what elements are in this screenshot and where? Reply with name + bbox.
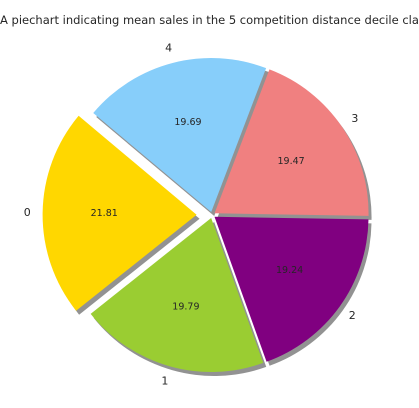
slice-label-1: 1 [161, 374, 168, 387]
slice-value-3: 19.47 [277, 156, 304, 167]
chart-title: A piechart indicating mean sales in the … [0, 13, 419, 27]
pie-slices [42, 58, 369, 372]
pie-slice-0 [42, 115, 197, 311]
slice-value-1: 19.79 [172, 301, 199, 312]
slice-label-3: 3 [351, 112, 358, 125]
slice-label-2: 2 [349, 309, 356, 322]
slice-label-4: 4 [165, 42, 172, 55]
pie-slice-2 [214, 216, 369, 362]
pie-labels: 0 21.81 1 19.79 2 19.24 3 19.47 4 19.69 [24, 42, 359, 388]
slice-value-0: 21.81 [91, 208, 118, 219]
slice-label-0: 0 [24, 206, 31, 219]
slice-value-2: 19.24 [276, 265, 303, 276]
pie-slice-3 [214, 69, 369, 216]
pie-slice-1 [90, 217, 264, 372]
slice-value-4: 19.69 [174, 117, 201, 128]
pie-slice-4 [93, 58, 267, 213]
